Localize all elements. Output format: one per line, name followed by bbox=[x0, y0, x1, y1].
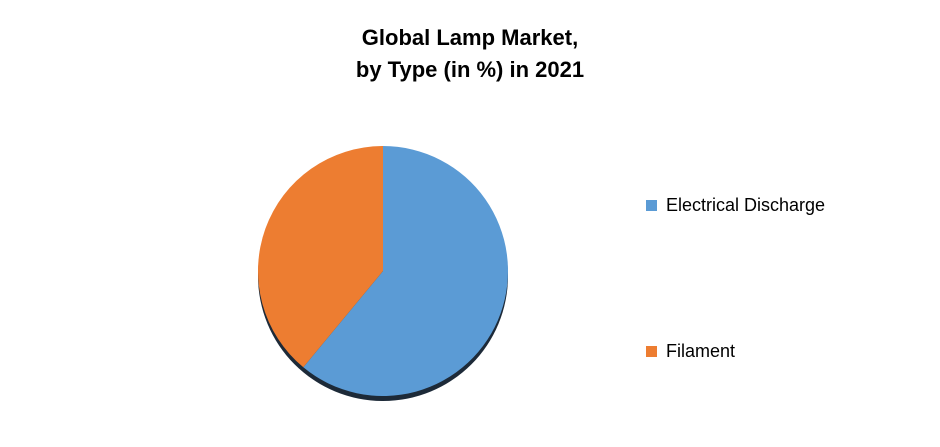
pie-slice-electrical-discharge bbox=[303, 146, 509, 397]
chart-title-line2: by Type (in %) in 2021 bbox=[355, 57, 585, 82]
legend-marker bbox=[646, 345, 657, 357]
legend-label: Electrical Discharge bbox=[666, 194, 826, 215]
pie-chart-svg bbox=[258, 146, 509, 401]
legend-item-filament: Filament bbox=[646, 340, 735, 362]
pie-chart bbox=[250, 140, 516, 410]
legend-marker bbox=[646, 199, 657, 211]
chart-title-line1: Global Lamp Market, bbox=[361, 25, 579, 50]
legend-item-electrical-discharge: Electrical Discharge bbox=[646, 194, 825, 216]
chart-title: Global Lamp Market, by Type (in %) in 20… bbox=[0, 22, 940, 86]
legend-label: Filament bbox=[666, 340, 736, 361]
pie-slice-filament bbox=[258, 146, 383, 368]
